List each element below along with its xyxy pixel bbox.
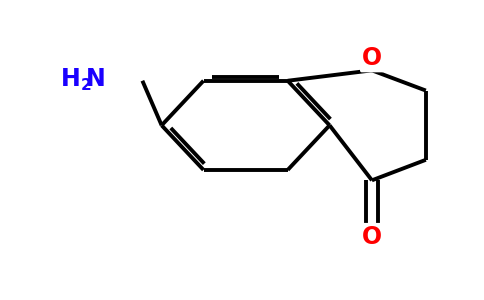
Text: H: H [61, 67, 81, 91]
Text: 2: 2 [81, 78, 91, 93]
Text: N: N [86, 67, 106, 91]
Text: O: O [362, 46, 382, 70]
Text: O: O [362, 225, 382, 249]
